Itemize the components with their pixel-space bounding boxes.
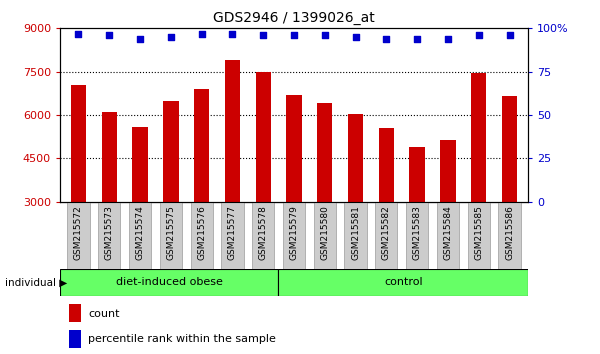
Text: GSM215584: GSM215584	[443, 205, 452, 260]
Point	[104, 33, 114, 38]
FancyBboxPatch shape	[252, 202, 274, 269]
Point	[259, 33, 268, 38]
Text: GSM215579: GSM215579	[290, 205, 299, 260]
FancyBboxPatch shape	[98, 202, 121, 269]
Bar	[471, 73, 487, 202]
Point	[197, 31, 206, 36]
Point	[320, 33, 329, 38]
Point	[505, 33, 514, 38]
Text: GSM215574: GSM215574	[136, 205, 145, 260]
Bar	[70, 330, 81, 348]
Bar	[348, 114, 363, 202]
Bar	[194, 89, 209, 202]
Text: GSM215582: GSM215582	[382, 205, 391, 260]
Point	[443, 36, 453, 41]
Point	[351, 34, 361, 40]
FancyBboxPatch shape	[467, 202, 490, 269]
Point	[412, 36, 422, 41]
Bar	[70, 304, 81, 322]
Bar	[256, 72, 271, 202]
Text: GSM215577: GSM215577	[228, 205, 237, 260]
Text: GSM215575: GSM215575	[166, 205, 175, 260]
FancyBboxPatch shape	[129, 202, 151, 269]
Text: GSM215586: GSM215586	[505, 205, 514, 260]
Point	[166, 34, 176, 40]
FancyBboxPatch shape	[314, 202, 336, 269]
Point	[382, 36, 391, 41]
Bar	[101, 112, 117, 202]
Text: GSM215576: GSM215576	[197, 205, 206, 260]
Point	[289, 33, 299, 38]
FancyBboxPatch shape	[60, 269, 278, 296]
FancyBboxPatch shape	[191, 202, 213, 269]
FancyBboxPatch shape	[221, 202, 244, 269]
Text: GSM215580: GSM215580	[320, 205, 329, 260]
FancyBboxPatch shape	[499, 202, 521, 269]
Bar	[133, 127, 148, 202]
Title: GDS2946 / 1399026_at: GDS2946 / 1399026_at	[213, 11, 375, 24]
FancyBboxPatch shape	[160, 202, 182, 269]
Bar	[502, 96, 517, 202]
FancyBboxPatch shape	[283, 202, 305, 269]
Bar	[286, 95, 302, 202]
FancyBboxPatch shape	[437, 202, 459, 269]
Bar	[379, 128, 394, 202]
Text: individual ▶: individual ▶	[5, 277, 67, 287]
Bar	[163, 101, 179, 202]
FancyBboxPatch shape	[67, 202, 89, 269]
Text: GSM215578: GSM215578	[259, 205, 268, 260]
Point	[227, 31, 237, 36]
FancyBboxPatch shape	[406, 202, 428, 269]
Text: GSM215583: GSM215583	[413, 205, 422, 260]
Text: diet-induced obese: diet-induced obese	[116, 277, 223, 287]
Text: control: control	[384, 277, 422, 287]
Point	[74, 31, 83, 36]
Text: count: count	[88, 308, 119, 319]
Bar	[225, 60, 240, 202]
Bar	[409, 147, 425, 202]
Bar	[317, 103, 332, 202]
Text: GSM215585: GSM215585	[474, 205, 483, 260]
Text: GSM215573: GSM215573	[105, 205, 114, 260]
Bar	[440, 139, 455, 202]
Point	[135, 36, 145, 41]
FancyBboxPatch shape	[278, 269, 528, 296]
Text: GSM215581: GSM215581	[351, 205, 360, 260]
Point	[474, 33, 484, 38]
FancyBboxPatch shape	[344, 202, 367, 269]
Text: GSM215572: GSM215572	[74, 205, 83, 260]
Text: percentile rank within the sample: percentile rank within the sample	[88, 334, 276, 344]
FancyBboxPatch shape	[375, 202, 397, 269]
Bar	[71, 85, 86, 202]
